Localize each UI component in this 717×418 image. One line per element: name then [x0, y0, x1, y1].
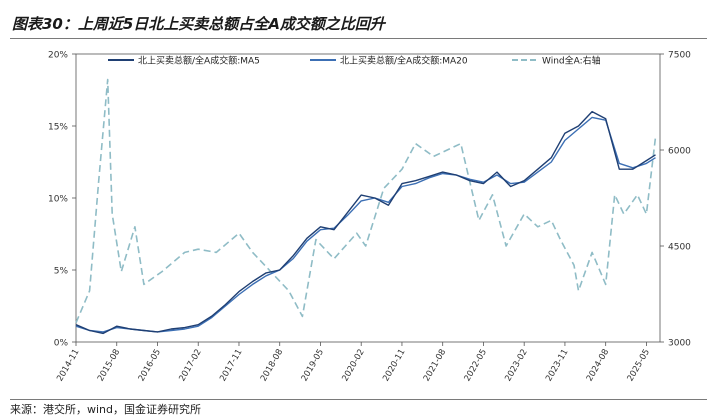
x-tick-label: 2024-08	[585, 348, 611, 384]
x-tick-label: 2023-11	[544, 348, 570, 384]
y-left-tick-label: 20%	[48, 51, 68, 61]
chart: 0% 5% 10% 15% 20% 3000 4500 6000 7500 2014-11 2015…	[48, 51, 691, 384]
legend: 北上买卖总额/全A成交额:MA5 北上买卖总额/全A成交额:MA20 Wind全A:…	[108, 55, 601, 67]
y-left-tick-label: 15%	[48, 123, 68, 133]
x-tick-label: 2017-02	[177, 348, 203, 384]
page-title: 图表30：上周近5日北上买卖总额占全A成交额之比回升	[12, 15, 385, 33]
plot-area	[75, 53, 661, 343]
y-left-tick-label: 10%	[48, 195, 68, 205]
y-right-tick-label: 6000	[668, 147, 691, 157]
x-tick-label: 2014-11	[55, 348, 81, 384]
y-left-tick-label: 5%	[54, 267, 69, 277]
y-left-tick-label: 0%	[54, 339, 69, 349]
x-tick-label: 2020-11	[381, 348, 407, 384]
axes-layer: 0% 5% 10% 15% 20% 3000 4500 6000 7500 2014-11 2015…	[48, 51, 691, 384]
x-tick-label: 2023-02	[503, 348, 529, 384]
series-line-1	[75, 110, 656, 335]
y-right-tick-label: 7500	[668, 51, 691, 61]
source-note: 来源：港交所，wind，国金证券研究所	[10, 403, 202, 416]
x-tick-label: 2016-05	[137, 348, 163, 384]
legend-label: 北上买卖总额/全A成交额:MA20	[340, 55, 468, 67]
x-tick-label: 2015-08	[96, 348, 122, 384]
plot-frame	[75, 53, 661, 343]
x-tick-label: 2018-08	[259, 348, 285, 384]
y-right-tick-label: 4500	[668, 243, 691, 253]
x-tick-label: 2021-08	[422, 348, 448, 384]
series-layer	[75, 78, 657, 335]
title-divider	[10, 38, 707, 39]
x-tick-label: 2022-05	[463, 348, 489, 384]
x-tick-label: 2020-02	[340, 348, 366, 384]
x-tick-label: 2019-05	[300, 348, 326, 384]
legend-label: 北上买卖总额/全A成交额:MA5	[138, 55, 260, 67]
series-line-2	[75, 116, 656, 333]
source-divider	[10, 399, 707, 400]
x-tick-label: 2017-11	[218, 348, 244, 384]
legend-label: Wind全A:右轴	[542, 55, 601, 67]
series-line-3	[75, 78, 657, 324]
y-right-tick-label: 3000	[668, 339, 691, 349]
x-tick-label: 2025-05	[626, 348, 652, 384]
